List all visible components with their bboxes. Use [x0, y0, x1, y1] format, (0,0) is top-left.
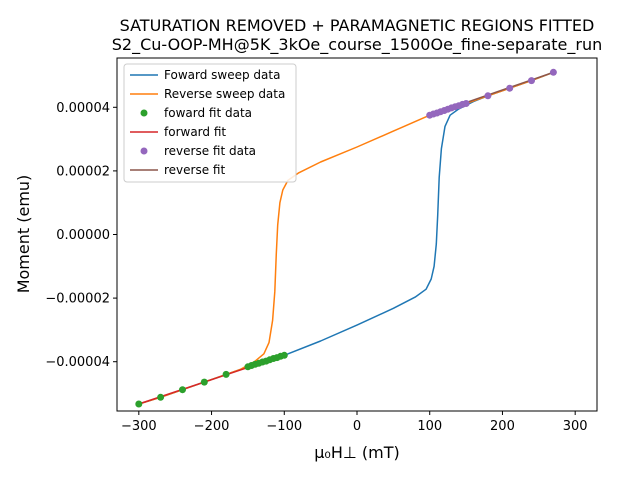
y-axis-label: Moment (emu): [14, 175, 33, 294]
x-tick-label: 200: [490, 419, 515, 434]
legend-entry: reverse fit data: [140, 144, 256, 158]
legend-label: foward fit data: [164, 106, 252, 120]
data-point-reverse-fit-data: [506, 84, 514, 92]
legend-marker-swatch: [140, 109, 148, 117]
data-point-reverse-fit-data: [528, 77, 535, 85]
y-tick-label: −0.00004: [45, 355, 110, 370]
y-tick-label: −0.00002: [45, 292, 110, 307]
legend-marker-swatch: [140, 147, 148, 155]
legend-entry: forward fit: [130, 125, 226, 139]
x-tick-label: 0: [353, 419, 361, 434]
data-point-foward-fit-data: [135, 400, 143, 408]
data-point-foward-fit-data: [157, 393, 165, 401]
x-tick-label: 100: [417, 419, 442, 434]
x-tick-label: −100: [266, 419, 302, 434]
chart-title-line-1: SATURATION REMOVED + PARAMAGNETIC REGION…: [120, 16, 595, 35]
legend-box: [123, 63, 297, 183]
y-axis: −0.00004 −0.00002 0.00000 0.00002 0.00004: [45, 101, 117, 370]
legend-entry: foward fit data: [140, 106, 252, 120]
data-point-reverse-fit-data: [549, 68, 557, 76]
y-tick-label: 0.00002: [56, 164, 110, 179]
legend-entry: Reverse sweep data: [130, 87, 285, 101]
y-tick-label: 0.00004: [56, 101, 110, 116]
x-axis: −300 −200 −100 0 100 200 300: [121, 411, 588, 434]
legend-entry: Foward sweep data: [130, 68, 280, 82]
legend-label: Reverse sweep data: [164, 87, 285, 101]
x-tick-label: −200: [194, 419, 230, 434]
legend-label: reverse fit: [164, 163, 225, 177]
x-tick-label: −300: [121, 419, 157, 434]
data-point-reverse-fit-data: [462, 100, 470, 107]
data-point-foward-fit-data: [280, 351, 288, 359]
legend-label: reverse fit data: [164, 144, 256, 158]
legend: Foward sweep data Reverse sweep data fowar…: [123, 63, 297, 183]
data-point-foward-fit-data: [200, 378, 208, 386]
y-tick-label: 0.00000: [56, 228, 110, 243]
plot-area: [135, 68, 557, 408]
x-tick-label: 300: [563, 419, 588, 434]
chart-title-line-2: S2_Cu-OOP-MH@5K_3kOe_course_1500Oe_fine-…: [112, 35, 603, 55]
legend-label: Foward sweep data: [164, 68, 280, 82]
legend-entry: reverse fit: [130, 163, 225, 177]
x-axis-label: μ₀H⊥ (mT): [314, 443, 400, 462]
data-point-foward-fit-data: [179, 386, 186, 394]
data-point-foward-fit-data: [222, 370, 230, 378]
legend-label: forward fit: [164, 125, 226, 139]
data-point-reverse-fit-data: [484, 92, 492, 100]
